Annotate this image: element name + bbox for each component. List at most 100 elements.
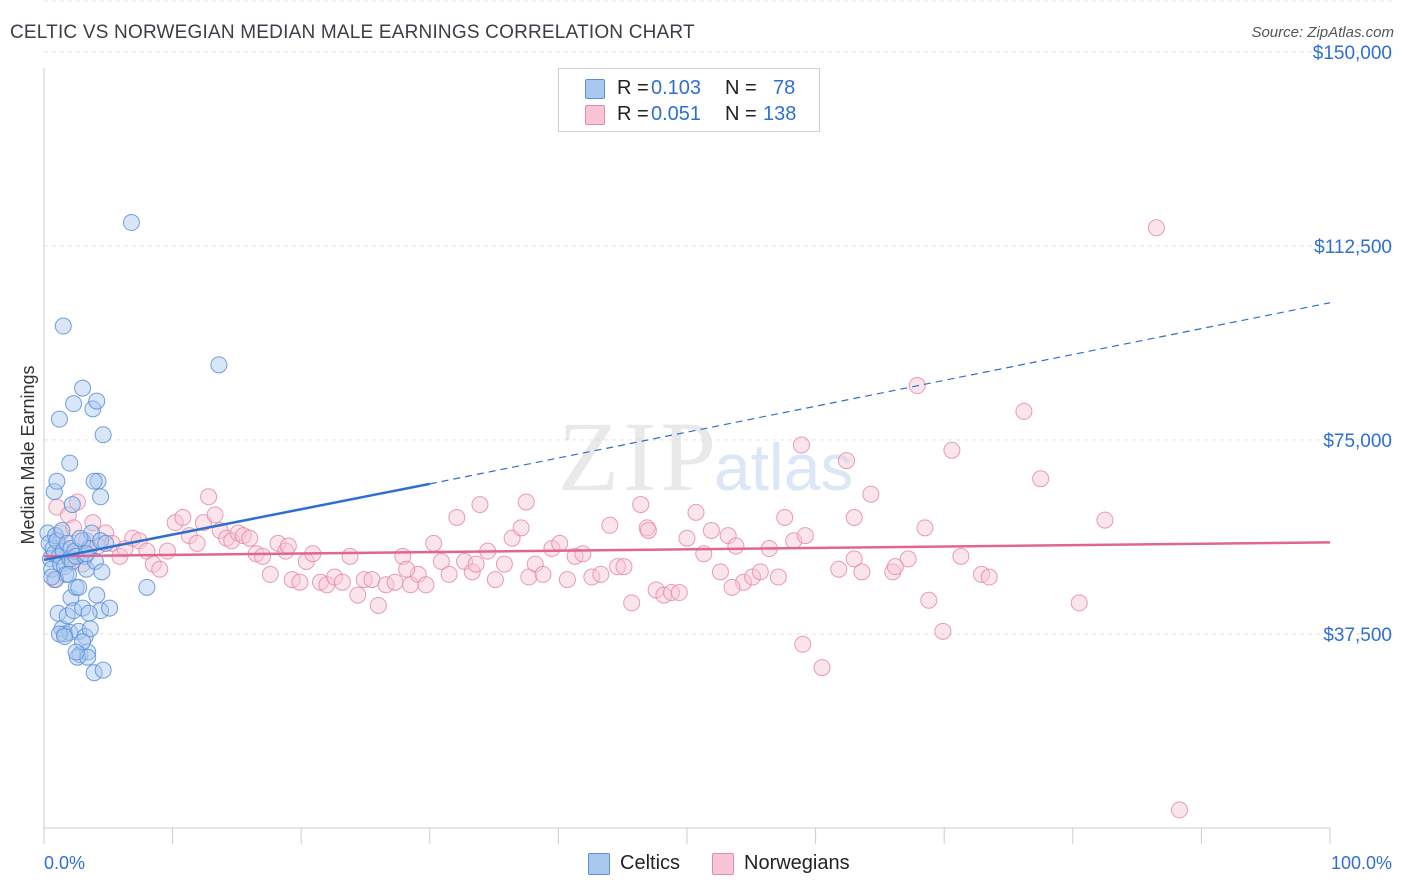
norwegians-point (920, 591, 938, 609)
celtics-point (93, 563, 111, 581)
norwegians-point (277, 542, 295, 560)
celtics-point (59, 565, 77, 583)
celtics-point (61, 454, 79, 472)
celtics-points (39, 214, 228, 682)
watermark-atlas: atlas (714, 430, 853, 504)
x-tick-label-max: 100.0% (1331, 853, 1392, 873)
y-tick-label: $112,500 (1314, 237, 1392, 258)
celtics-point (48, 472, 66, 490)
norwegians-point (188, 534, 206, 552)
y-tick-labels: $37,500 $75,000 $112,500 $150,000 (1313, 43, 1392, 646)
norwegians-point (551, 534, 569, 552)
norwegians-point (632, 496, 650, 514)
norwegians-point (241, 529, 259, 547)
watermark-zip: ZIP (558, 401, 720, 512)
norwegians-point (1096, 511, 1114, 529)
celtics-point (138, 578, 156, 596)
norwegians-point (952, 547, 970, 565)
norwegians-point (769, 568, 787, 586)
norwegians-point (615, 558, 633, 576)
celtics-point (92, 488, 110, 506)
norwegians-point (261, 565, 279, 583)
norwegians-point (853, 563, 871, 581)
norwegians-point (899, 550, 917, 568)
norwegians-point (59, 506, 77, 524)
norwegians-point (363, 571, 381, 589)
norwegians-point (471, 496, 489, 514)
norwegians-point (386, 573, 404, 591)
source-label: Source: ZipAtlas.com (1251, 24, 1394, 41)
celtics-point (79, 643, 97, 661)
celtics-point (122, 214, 140, 232)
y-tick-label: $37,500 (1323, 625, 1392, 646)
norwegians-point (341, 547, 359, 565)
celtics-point (70, 578, 88, 596)
norwegians-point (886, 558, 904, 576)
legend-r-value: 0.103 (651, 77, 702, 99)
legend-n-label: N = (725, 103, 757, 125)
celtics-point (65, 395, 83, 413)
celtics-point (50, 410, 68, 428)
norwegians-point (467, 555, 485, 573)
norwegians-point (448, 509, 466, 526)
celtics-point (67, 643, 85, 661)
norwegians-point (609, 558, 627, 576)
norwegians-point (678, 529, 696, 547)
celtics-trend-extension (429, 302, 1331, 485)
norwegians-point (670, 584, 688, 602)
x-tick-label-min: 0.0% (44, 853, 85, 873)
norwegians-point (425, 534, 443, 552)
legend-r-value: 0.051 (651, 103, 702, 125)
norwegians-point (200, 488, 218, 506)
norwegians-point (440, 565, 458, 583)
celtics-point (94, 661, 112, 679)
celtics-point (101, 599, 119, 617)
norwegians-point (776, 509, 794, 526)
norwegians-point (623, 594, 641, 612)
celtics-label: Celtics (620, 852, 681, 874)
celtics-point (45, 483, 63, 501)
norwegians-point (254, 547, 272, 565)
celtics-point (94, 426, 112, 444)
norwegians-point (68, 493, 86, 511)
norwegians-point (349, 586, 367, 604)
norwegians-swatch (712, 853, 734, 875)
celtics-point (84, 400, 102, 418)
norwegians-point (687, 503, 705, 521)
norwegians-trend-line (43, 541, 1331, 558)
norwegians-point (333, 573, 351, 591)
legend-swatch-celtics (585, 79, 605, 99)
norwegians-point (792, 436, 810, 454)
norwegians-point (534, 565, 552, 583)
norwegians-point (884, 563, 902, 581)
norwegians-point (151, 560, 169, 578)
celtics-point (85, 472, 103, 490)
norwegians-label: Norwegians (744, 852, 850, 874)
norwegians-point (723, 578, 741, 596)
norwegians-point (279, 537, 297, 555)
norwegians-point (369, 596, 387, 614)
norwegians-point (495, 555, 513, 573)
norwegians-point (291, 573, 309, 591)
norwegians-point (980, 568, 998, 586)
celtics-trend-line (43, 482, 431, 562)
celtics-point (54, 317, 72, 335)
axes (43, 68, 1331, 844)
celtics-point (210, 356, 228, 374)
watermark: ZIP atlas (558, 401, 853, 512)
y-axis-label: Median Male Earnings (18, 365, 38, 544)
legend-swatch-norwegians (585, 105, 605, 125)
norwegians-point (711, 563, 729, 581)
trend-lines (43, 302, 1331, 562)
norwegians-point (794, 635, 812, 653)
norwegians-point (837, 452, 855, 470)
norwegians-point (845, 509, 863, 526)
norwegians-point (934, 622, 952, 640)
norwegians-point (1070, 594, 1088, 612)
norwegians-point (517, 493, 535, 511)
celtics-point (43, 568, 61, 586)
celtics-point (53, 521, 71, 539)
celtics-point (50, 625, 68, 643)
norwegians-point (592, 565, 610, 583)
